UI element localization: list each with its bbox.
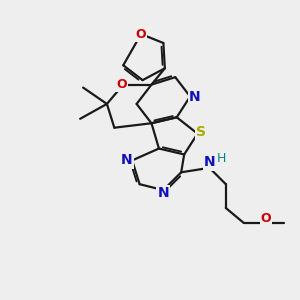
Text: N: N — [204, 155, 215, 170]
Text: N: N — [121, 153, 133, 167]
Text: O: O — [261, 212, 271, 225]
Text: O: O — [136, 28, 146, 40]
Text: S: S — [196, 125, 206, 139]
Text: O: O — [116, 78, 127, 91]
Text: H: H — [217, 152, 226, 165]
Text: N: N — [158, 186, 169, 200]
Text: N: N — [189, 89, 200, 103]
